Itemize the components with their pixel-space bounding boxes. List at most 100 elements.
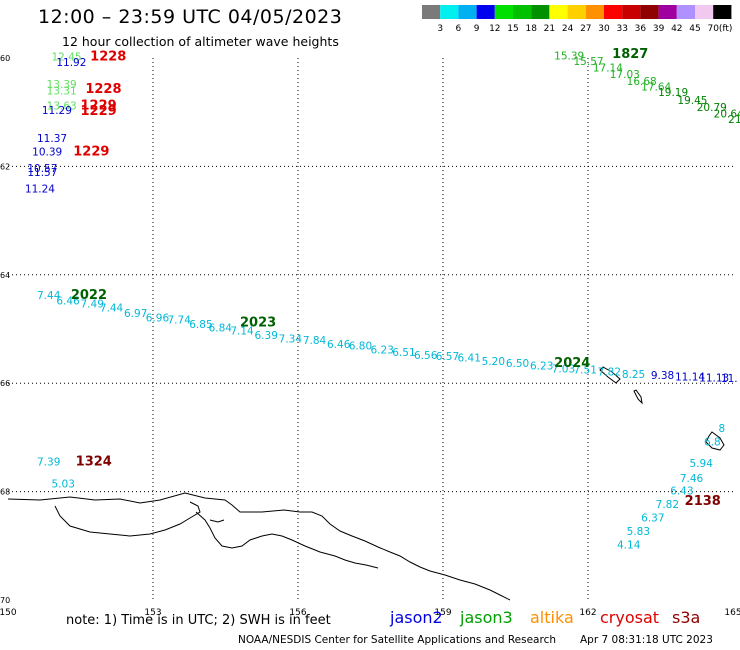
lon-tick-label: 162: [579, 608, 596, 618]
swh-value: 6.43: [670, 485, 693, 497]
swh-value: 10.39: [32, 147, 62, 159]
color-legend: 3 6 9 12 15 18 21 24 27 30 33 36 39 42 45 70 (ft): [422, 5, 732, 34]
swh-value: 11.29: [42, 105, 72, 117]
lat-lon-grid: 150 153 156 159 162 165 60 62 64 66 68 70: [0, 54, 740, 618]
legend-swatch: [622, 5, 641, 19]
legend-swatch: [513, 5, 532, 19]
pass-times: 1228122812291229122920222023202418271324…: [71, 47, 721, 509]
sat-jason2: jason2: [390, 608, 443, 627]
legend-swatch: [585, 5, 604, 19]
swh-value: 7.03: [552, 363, 575, 375]
legend-swatch: [440, 5, 459, 19]
legend-swatch: [422, 5, 441, 19]
swh-value: 6.51: [392, 347, 415, 359]
lon-tick-label: 156: [289, 608, 306, 618]
swh-value: 6.41: [458, 353, 481, 365]
sat-altika: altika: [530, 608, 574, 627]
swh-value: 9.38: [651, 370, 674, 382]
legend-swatch: [676, 5, 695, 19]
swh-value: 7.44: [37, 290, 61, 302]
coastline: [7, 366, 725, 601]
legend-tick-label: 15: [507, 24, 518, 34]
swh-value: 6.8: [704, 437, 721, 449]
legend-tick-label: 3: [437, 24, 443, 34]
swh-value: 21: [728, 114, 740, 126]
swh-value: 6.85: [189, 319, 212, 331]
swh-value: 11.14: [675, 371, 705, 383]
legend-swatch: [604, 5, 623, 19]
pass-time-label: 2023: [240, 315, 276, 330]
legend-swatch: [658, 5, 677, 19]
legend-tick-label: 39: [653, 24, 665, 34]
swh-value: 7.44: [100, 303, 124, 315]
lat-tick-label: 70: [0, 596, 10, 605]
pass-time-label: 1324: [76, 455, 112, 470]
swh-value: 17.64: [641, 82, 671, 94]
legend-swatch: [567, 5, 586, 19]
swh-value: 6.46: [56, 296, 80, 308]
swh-value: 16.68: [627, 76, 657, 88]
swh-value: 8.25: [622, 369, 645, 381]
pass-time-label: 1228: [85, 82, 121, 97]
swh-value: 11.37: [37, 133, 67, 145]
sat-cryosat: cryosat: [600, 608, 660, 627]
swh-value: 7.51: [574, 364, 597, 376]
swh-value: 7.46: [680, 473, 704, 485]
swh-value: 7.39: [37, 457, 60, 469]
swh-value: 7.82: [656, 499, 679, 511]
legend-tick-label: 45: [689, 24, 700, 34]
pass-time-label: 1827: [612, 47, 648, 62]
legend-swatch: [458, 5, 477, 19]
swh-value: 20.64: [714, 109, 740, 121]
pass-time-label: 1229: [73, 145, 109, 160]
swh-value: 6.46: [327, 339, 351, 351]
swh-value: 19.19: [658, 87, 688, 99]
swh-value: 6.80: [349, 341, 372, 353]
footer-timestamp: Apr 7 08:31:18 UTC 2023: [580, 634, 713, 646]
swh-value: 5.20: [482, 356, 505, 368]
pass-time-label: 2138: [685, 494, 721, 509]
legend-swatch: [531, 5, 550, 19]
swh-value: 11.57: [27, 167, 57, 179]
swh-value: 11.92: [56, 57, 86, 69]
swh-value: 6.23: [530, 361, 553, 373]
pass-time-label: 2022: [71, 288, 107, 303]
swh-value: 6.97: [124, 308, 147, 320]
swh-value: 6.57: [436, 351, 459, 363]
lat-tick-label: 62: [0, 162, 10, 171]
swh-value: 15.57: [574, 56, 604, 68]
swh-value: 7.49: [81, 298, 104, 310]
footer-note: note: 1) Time is in UTC; 2) SWH is in fe…: [66, 613, 331, 628]
footer-credit: NOAA/NESDIS Center for Satellite Applica…: [238, 634, 556, 646]
pass-time-label: 1229: [81, 104, 117, 119]
swh-value: 6.39: [255, 330, 278, 342]
lat-tick-label: 64: [0, 271, 10, 280]
swh-value: 11.24: [25, 183, 55, 195]
legend-unit: (ft): [719, 24, 733, 34]
lat-tick-label: 68: [0, 488, 10, 497]
legend-tick-label: 36: [635, 24, 647, 34]
legend-tick-label: 9: [474, 24, 480, 34]
swh-value: 8: [719, 423, 726, 435]
swh-value: 4.14: [617, 540, 641, 552]
legend-tick-label: 6: [456, 24, 462, 34]
lat-tick-label: 66: [0, 379, 10, 388]
legend-tick-label: 42: [671, 24, 682, 34]
legend-tick-label: 33: [616, 24, 627, 34]
legend-tick-label: 24: [562, 24, 574, 34]
legend-swatch: [695, 5, 714, 19]
swh-value: 6.23: [371, 344, 394, 356]
map-subtitle: 12 hour collection of altimeter wave hei…: [62, 34, 339, 49]
swh-value: 6.56: [414, 350, 438, 362]
swh-value: 5.03: [52, 478, 75, 490]
pass-time-label: 1229: [81, 98, 117, 113]
lon-tick-label: 150: [0, 608, 17, 618]
legend-swatch: [494, 5, 513, 19]
legend-tick-label: 70: [707, 24, 719, 34]
map-title: 12:00 – 23:59 UTC 04/05/2023: [38, 6, 343, 28]
legend-swatch: [476, 5, 495, 19]
swh-value: 7.74: [168, 315, 192, 327]
swh-value: 6.84: [209, 323, 233, 335]
